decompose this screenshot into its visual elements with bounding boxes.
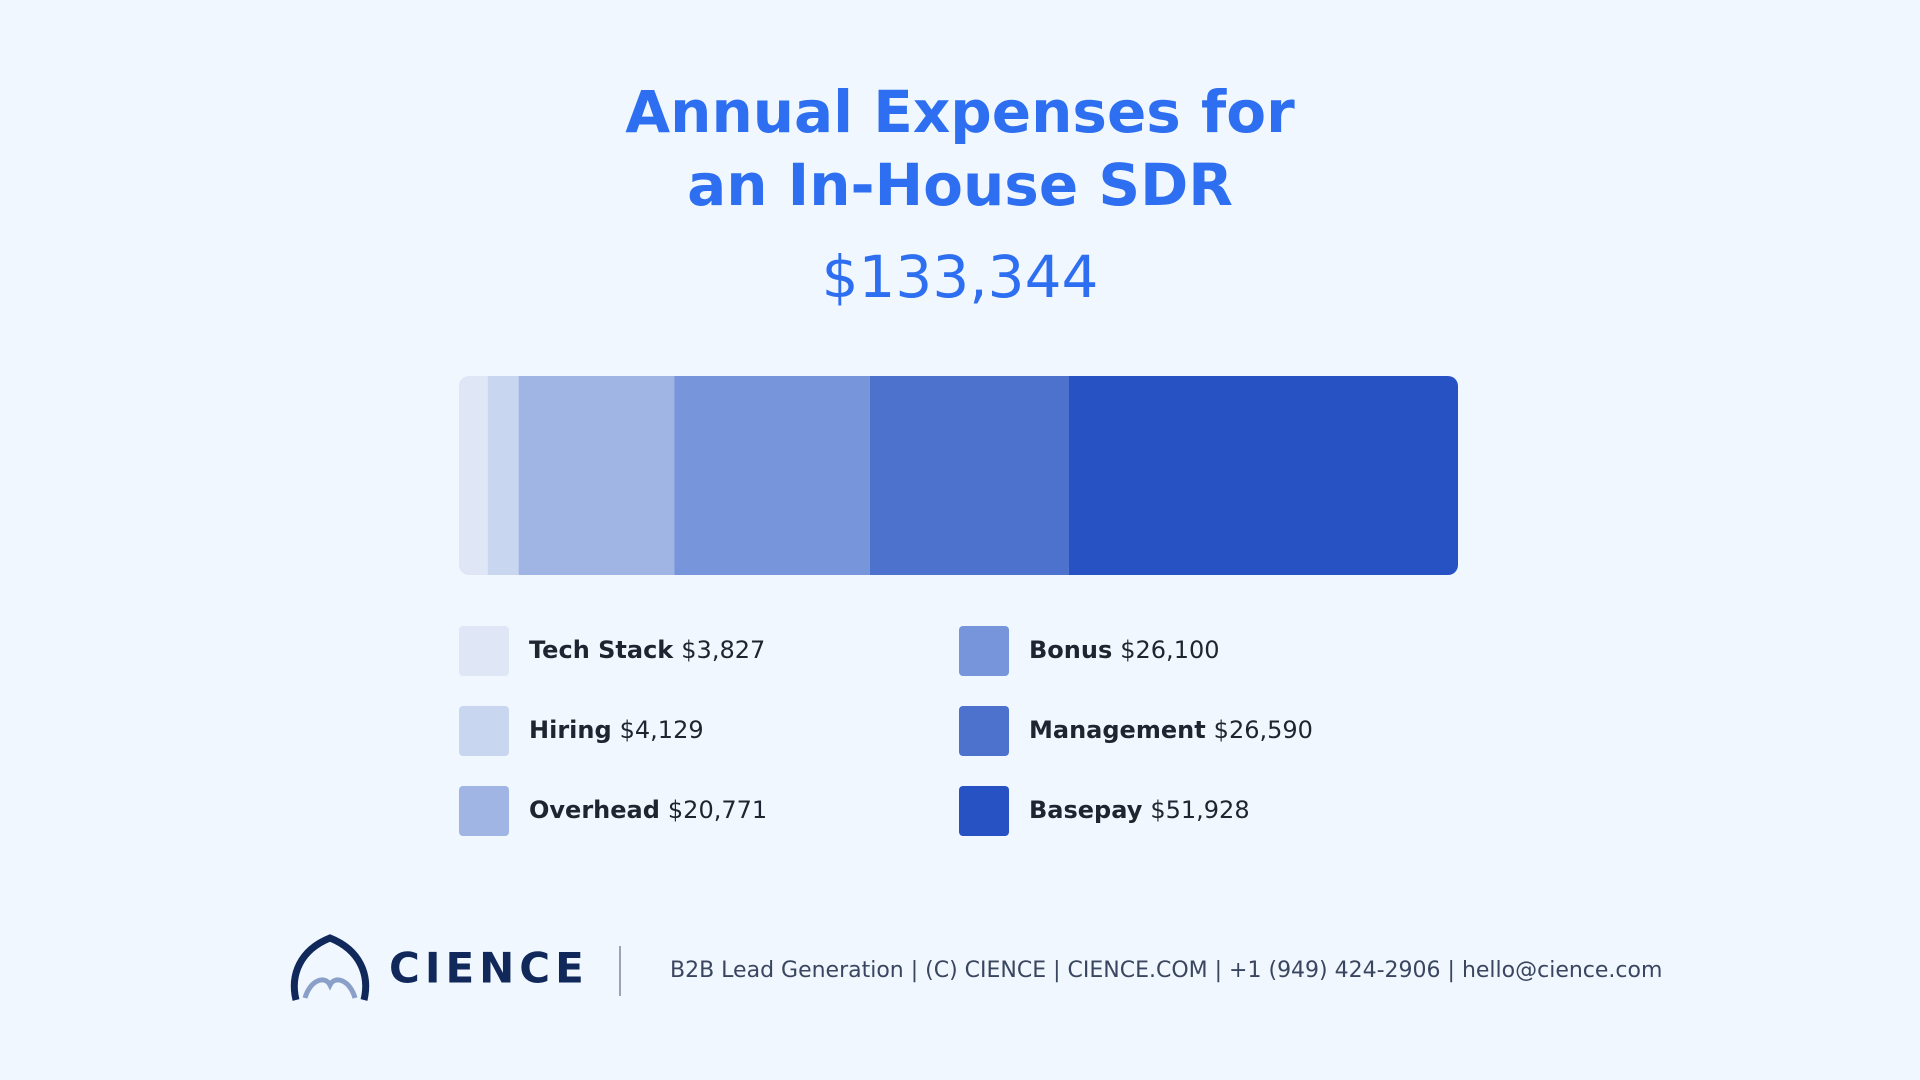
bar-group <box>459 376 1458 575</box>
legend-name: Hiring <box>529 716 612 744</box>
legend-entry: Basepay $51,928 <box>1029 796 1250 824</box>
legend-name: Overhead <box>529 796 660 824</box>
chart-title: Annual Expenses for <box>625 78 1295 146</box>
legend-value: $26,590 <box>1214 716 1313 744</box>
legend-swatch <box>459 706 509 756</box>
bar-segment <box>459 376 488 575</box>
chart-title: an In-House SDR <box>687 151 1233 219</box>
legend-swatch <box>959 786 1009 836</box>
legend-value: $3,827 <box>681 636 765 664</box>
legend-entry: Tech Stack $3,827 <box>529 636 765 664</box>
legend-value: $26,100 <box>1120 636 1219 664</box>
legend-swatch <box>459 786 509 836</box>
bar-segment <box>1068 376 1458 575</box>
bar-segment <box>487 376 519 575</box>
legend-value: $20,771 <box>668 796 767 824</box>
logo-icon <box>302 977 358 999</box>
bar-segment <box>869 376 1069 575</box>
brand: CIENCE <box>389 944 589 993</box>
bar-segment <box>674 376 870 575</box>
legend-entry: Management $26,590 <box>1029 716 1313 744</box>
legend-name: Tech Stack <box>529 636 674 664</box>
legend-name: Basepay <box>1029 796 1143 824</box>
logo-icon <box>290 934 370 1001</box>
logo <box>290 934 370 1001</box>
legend-entry: Overhead $20,771 <box>529 796 767 824</box>
legend-value: $4,129 <box>620 716 704 744</box>
legend-name: Management <box>1029 716 1206 744</box>
footer-text: B2B Lead Generation | (C) CIENCE | CIENC… <box>670 958 1662 983</box>
total: $133,344 <box>822 243 1099 311</box>
legend-swatch <box>959 626 1009 676</box>
legend-entry: Hiring $4,129 <box>529 716 704 744</box>
legend-entry: Bonus $26,100 <box>1029 636 1220 664</box>
legend-name: Bonus <box>1029 636 1112 664</box>
bar-segment <box>518 376 675 575</box>
legend-swatch <box>459 626 509 676</box>
legend-swatch <box>959 706 1009 756</box>
legend-value: $51,928 <box>1150 796 1249 824</box>
